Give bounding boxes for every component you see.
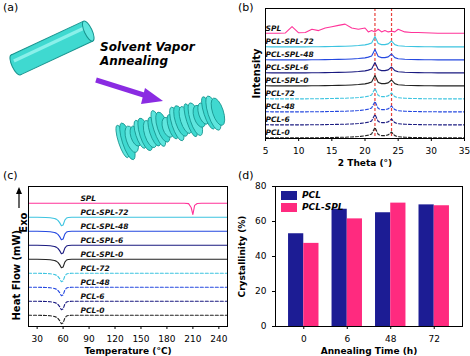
svg-text:120: 120 (106, 334, 123, 344)
html-text:(b): (b) (238, 1, 254, 14)
svg-text:30: 30 (31, 334, 43, 344)
svg-text:Crystallinity (%): Crystallinity (%) (237, 216, 247, 298)
html-text:PCL: PCL (302, 190, 321, 200)
svg-text:PCL-SPL-72: PCL-SPL-72 (80, 208, 128, 217)
svg-text:Heat Flow (mW): Heat Flow (mW) (11, 230, 22, 321)
svg-text:6: 6 (344, 334, 350, 344)
svg-text:10: 10 (293, 146, 305, 156)
svg-text:PCL-SPL-48: PCL-SPL-48 (80, 222, 128, 231)
html-text:(a): (a) (3, 1, 19, 14)
svg-text:20: 20 (255, 286, 267, 296)
svg-text:PCL-48: PCL-48 (266, 102, 295, 111)
svg-text:80: 80 (255, 181, 267, 191)
svg-text:PCL-0: PCL-0 (266, 128, 290, 137)
svg-text:5: 5 (263, 146, 269, 156)
svg-text:Intensity: Intensity (251, 48, 262, 99)
svg-text:PCL-SPL-0: PCL-SPL-0 (80, 250, 123, 259)
html-text:(c): (c) (3, 169, 18, 182)
svg-text:72: 72 (429, 334, 440, 344)
svg-text:30: 30 (426, 146, 438, 156)
svg-text:Exo: Exo (18, 212, 29, 232)
svg-text:210: 210 (184, 334, 201, 344)
svg-text:150: 150 (132, 334, 149, 344)
svg-text:60: 60 (57, 334, 69, 344)
html-text:Solvent Vapor Annealing: Solvent Vapor Annealing (100, 40, 195, 68)
svg-text:2 Theta (°): 2 Theta (°) (338, 158, 392, 168)
svg-text:15: 15 (326, 146, 337, 156)
svg-text:Annealing Time (h): Annealing Time (h) (321, 346, 418, 356)
svg-text:40: 40 (255, 251, 267, 261)
svg-text:PCL-SPL-0: PCL-SPL-0 (266, 76, 309, 85)
svg-text:90: 90 (83, 334, 95, 344)
svg-text:PCL-72: PCL-72 (266, 89, 295, 98)
html-text:PCL-SPL: PCL-SPL (302, 202, 344, 212)
svg-text:PCL-72: PCL-72 (80, 264, 109, 273)
svg-text:Temperature (°C): Temperature (°C) (84, 346, 171, 356)
svg-text:20: 20 (359, 146, 371, 156)
svg-text:0: 0 (301, 334, 307, 344)
svg-text:PCL-48: PCL-48 (80, 278, 109, 287)
svg-text:PCL-SPL-72: PCL-SPL-72 (266, 37, 314, 46)
svg-text:60: 60 (255, 216, 267, 226)
svg-text:180: 180 (158, 334, 175, 344)
svg-text:PCL-6: PCL-6 (266, 115, 290, 124)
svg-text:PCL-0: PCL-0 (80, 306, 104, 315)
svg-text:SPL: SPL (266, 24, 282, 33)
svg-text:PCL-SPL-6: PCL-SPL-6 (80, 236, 123, 245)
svg-text:PCL-6: PCL-6 (80, 292, 104, 301)
svg-text:0: 0 (261, 321, 267, 331)
svg-text:PCL-SPL-48: PCL-SPL-48 (266, 50, 314, 59)
svg-text:SPL: SPL (80, 194, 96, 203)
html-text:(d): (d) (238, 169, 254, 182)
svg-text:35: 35 (459, 146, 470, 156)
svg-text:25: 25 (392, 146, 403, 156)
svg-text:240: 240 (210, 334, 227, 344)
svg-text:48: 48 (385, 334, 397, 344)
svg-text:PCL-SPL-6: PCL-SPL-6 (266, 63, 309, 72)
